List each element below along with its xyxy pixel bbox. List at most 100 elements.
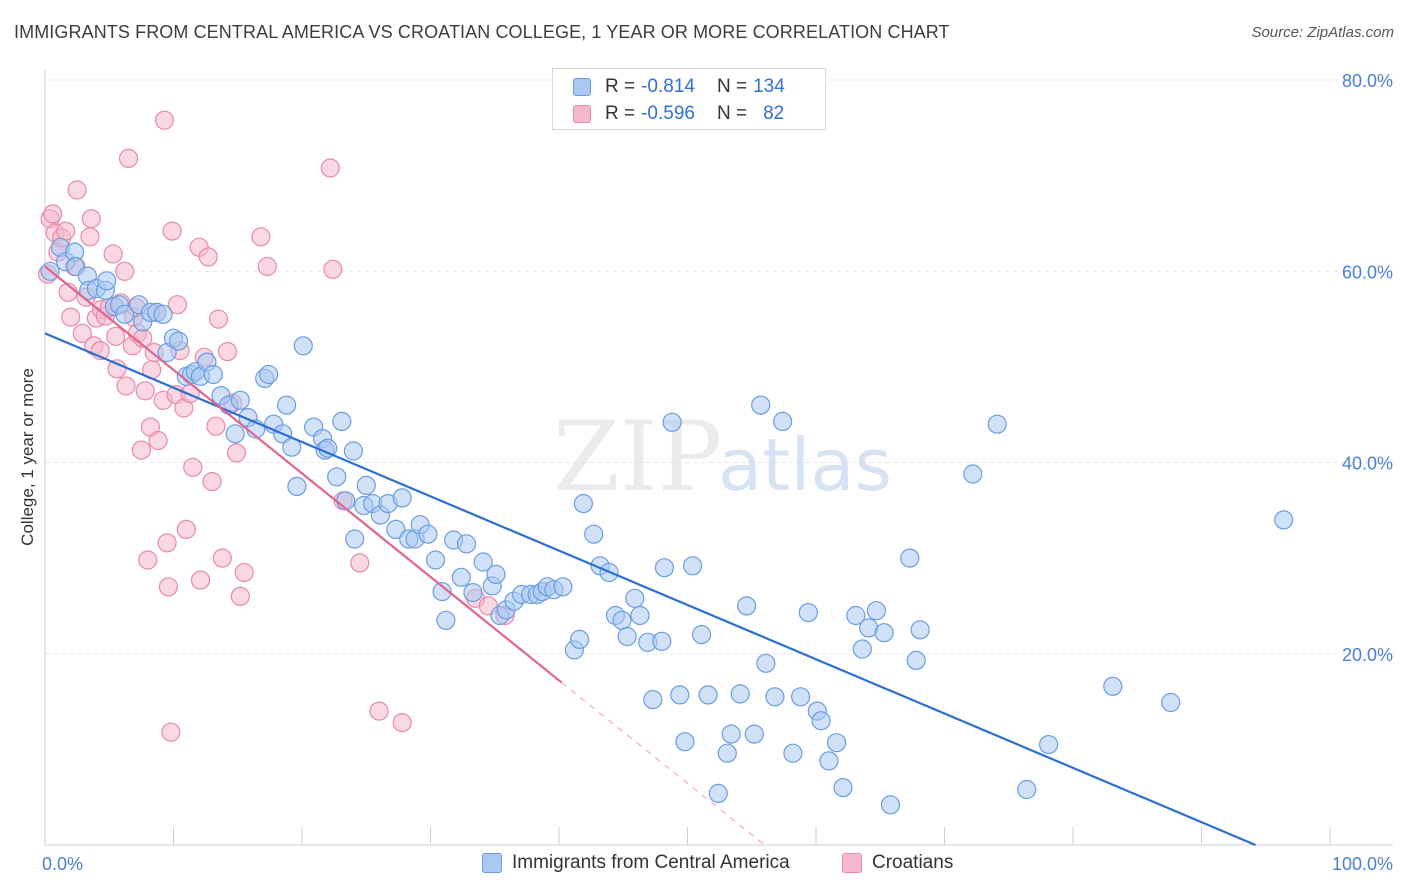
central-america-point xyxy=(392,488,412,508)
croatians-point xyxy=(217,342,238,362)
legend-label: Croatians xyxy=(872,852,954,873)
croatians-point xyxy=(118,148,139,168)
central-america-point xyxy=(730,684,750,704)
croatians-point xyxy=(323,259,343,279)
croatians-point xyxy=(80,227,100,247)
croatians-trend-line xyxy=(44,265,563,684)
croatians-point xyxy=(392,712,412,733)
central-america-point xyxy=(721,724,741,744)
central-america-point xyxy=(852,639,872,659)
croatians-point xyxy=(162,221,182,241)
r-label: R = xyxy=(605,76,636,97)
central-america-point xyxy=(386,519,406,540)
central-america-point xyxy=(153,304,173,324)
croatians-point xyxy=(230,586,250,607)
central-america-point xyxy=(906,650,926,671)
central-america-point xyxy=(225,424,245,444)
croatians-point xyxy=(251,227,271,247)
chart-title: IMMIGRANTS FROM CENTRAL AMERICA VS CROAT… xyxy=(14,22,950,42)
croatians-point xyxy=(55,221,76,241)
croatians-point xyxy=(206,416,226,436)
n-label: N = xyxy=(716,76,748,97)
croatians-point xyxy=(183,457,203,477)
central-america-point xyxy=(717,743,737,763)
central-america-point xyxy=(332,411,352,431)
croatians-point xyxy=(257,256,277,277)
y-tick-label: 40.0% xyxy=(1342,454,1393,474)
central-america-point xyxy=(1103,676,1123,696)
croatians-point xyxy=(190,570,211,590)
central-america-point xyxy=(612,610,632,630)
central-america-point xyxy=(630,605,650,626)
central-america-point xyxy=(846,605,866,626)
central-america-point xyxy=(345,529,365,549)
central-america-point xyxy=(691,624,712,645)
legend-item-croatians: Croatians xyxy=(842,852,953,874)
croatians-point xyxy=(212,548,232,568)
central-america-point xyxy=(744,724,764,744)
central-america-point xyxy=(169,331,189,351)
legend-item-central-america: Immigrants from Central America xyxy=(482,852,790,874)
central-america-point xyxy=(675,732,695,752)
central-america-point xyxy=(463,582,483,603)
central-america-point xyxy=(277,395,297,415)
y-tick-label: 20.0% xyxy=(1342,645,1393,665)
central-america-point xyxy=(293,336,313,356)
central-america-point xyxy=(670,685,690,705)
central-america-point xyxy=(259,364,279,385)
central-america-points xyxy=(40,237,1294,815)
central-america-point xyxy=(617,626,637,647)
central-america-point xyxy=(426,550,446,570)
legend-label: Immigrants from Central America xyxy=(512,852,790,873)
croatians-point xyxy=(158,577,178,597)
croatians-point xyxy=(234,562,254,583)
croatians-point xyxy=(198,247,218,267)
central-america-point xyxy=(418,524,438,544)
croatians-point xyxy=(115,261,135,281)
central-america-point xyxy=(97,271,117,291)
croatians-point xyxy=(43,204,63,224)
croatians-point xyxy=(106,326,126,346)
croatians-point xyxy=(157,533,177,553)
central-america-point xyxy=(736,596,757,616)
y-axis-label: College, 1 year or more xyxy=(18,368,37,546)
central-america-point xyxy=(230,390,250,410)
central-america-point xyxy=(625,588,645,608)
stats-row-central-america: R = -0.814 N = 134 xyxy=(573,73,785,101)
central-america-point xyxy=(573,494,594,514)
central-america-point xyxy=(819,751,839,771)
central-america-trend-line xyxy=(44,332,1256,847)
central-america-point xyxy=(569,629,590,650)
central-america-point xyxy=(756,653,776,673)
croatians-point xyxy=(61,307,81,327)
central-america-point xyxy=(910,620,930,640)
croatians-point xyxy=(226,443,247,463)
central-america-point xyxy=(1274,510,1294,530)
central-america-point xyxy=(456,534,477,554)
central-america-point xyxy=(473,552,493,572)
croatians-point xyxy=(176,519,196,540)
central-america-point xyxy=(751,395,771,415)
central-america-point xyxy=(343,441,363,461)
n-value: 134 xyxy=(753,76,785,97)
n-label: N = xyxy=(716,103,748,124)
central-america-point xyxy=(866,601,887,621)
croatians-point xyxy=(81,209,101,229)
central-america-point xyxy=(1161,692,1181,713)
axes xyxy=(44,70,1393,846)
croatians-point xyxy=(320,158,340,178)
source-label: Source: ZipAtlas.com xyxy=(1251,24,1394,41)
r-value: -0.814 xyxy=(641,76,695,97)
n-value: 82 xyxy=(763,103,785,124)
tick-labels: 20.0% 40.0% 60.0% 80.0% 0.0% 100.0% xyxy=(42,71,1393,874)
croatians-point xyxy=(107,359,127,379)
blue-swatch xyxy=(573,78,591,96)
central-america-point xyxy=(833,777,853,798)
croatians-point xyxy=(67,180,87,200)
croatians-point xyxy=(103,244,123,264)
pink-swatch xyxy=(573,105,591,123)
central-america-point xyxy=(765,687,785,707)
croatians-trend-extension xyxy=(561,682,765,846)
watermark: ZIP atlas xyxy=(553,401,892,513)
